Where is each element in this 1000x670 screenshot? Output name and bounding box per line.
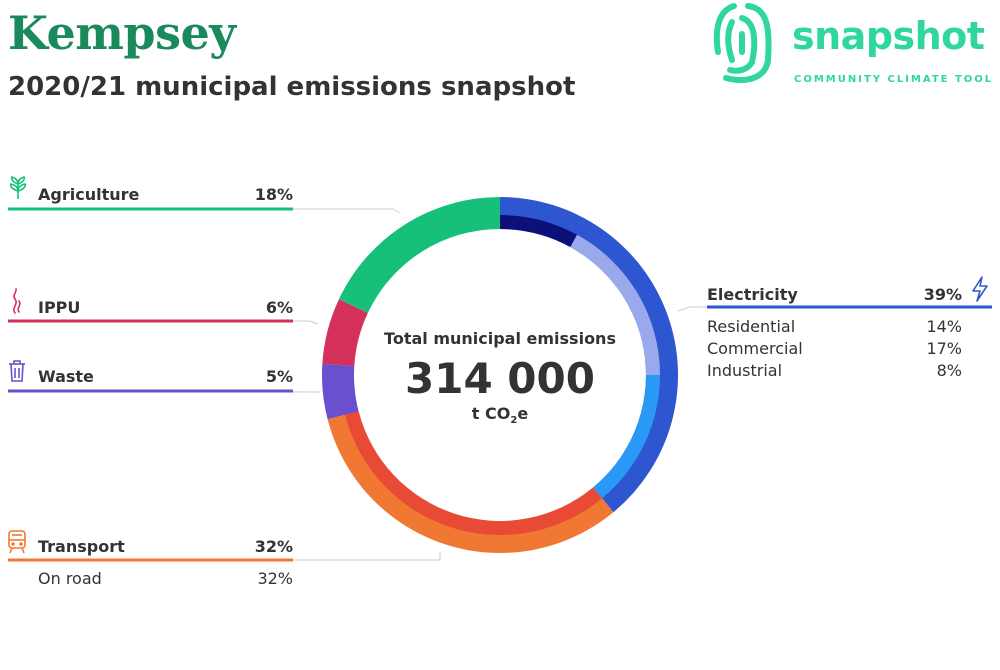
transport-label: Transport	[38, 537, 125, 556]
electricity-percent: 39%	[923, 285, 962, 304]
train-icon	[8, 530, 26, 554]
segment-agriculture	[338, 196, 500, 313]
residential-label: Residential	[707, 317, 796, 336]
bin-icon	[9, 360, 25, 382]
fingerprint-logo-icon	[713, 3, 772, 83]
logo-tagline: COMMUNITY CLIMATE TOOL	[794, 74, 994, 85]
center-label: Total municipal emissions	[384, 329, 616, 348]
industrial-percent: 8%	[936, 361, 962, 380]
agriculture-percent: 18%	[254, 185, 293, 204]
commercial-percent: 17%	[926, 339, 962, 358]
lightning-icon	[972, 276, 988, 302]
on-road-percent: 32%	[257, 569, 293, 588]
page-title: Kempsey	[8, 6, 236, 60]
subsegment-industrial	[500, 215, 578, 248]
subsegment-residential	[593, 375, 660, 499]
on-road-label: On road	[38, 569, 102, 588]
segment-ippu	[322, 299, 368, 366]
waste-percent: 5%	[265, 367, 293, 386]
unit-prefix: t CO	[471, 404, 511, 423]
industrial-label: Industrial	[707, 361, 783, 380]
snapshot-logo: snapshot COMMUNITY CLIMATE TOOL	[712, 0, 1000, 90]
electricity-label: Electricity	[707, 285, 798, 304]
ippu-label: IPPU	[38, 298, 81, 317]
agriculture-label: Agriculture	[38, 185, 140, 204]
plant-icon	[9, 176, 27, 199]
segment-waste	[322, 363, 359, 420]
smoke-icon	[13, 288, 21, 314]
center-unit: t CO2e	[420, 404, 580, 426]
logo-wordmark: snapshot	[792, 14, 985, 58]
waste-label: Waste	[38, 367, 94, 386]
center-total-value: 314 000	[405, 354, 595, 403]
ippu-percent: 6%	[265, 298, 293, 317]
segment-electricity	[500, 197, 679, 513]
subsegment-commercial	[570, 234, 660, 375]
transport-percent: 32%	[254, 537, 293, 556]
unit-suffix: e	[517, 404, 529, 423]
subsegment-on-road	[345, 411, 602, 535]
unit-subscript: 2	[510, 415, 518, 427]
commercial-label: Commercial	[707, 339, 803, 358]
residential-percent: 14%	[926, 317, 962, 336]
page-subtitle: 2020/21 municipal emissions snapshot	[8, 72, 576, 102]
